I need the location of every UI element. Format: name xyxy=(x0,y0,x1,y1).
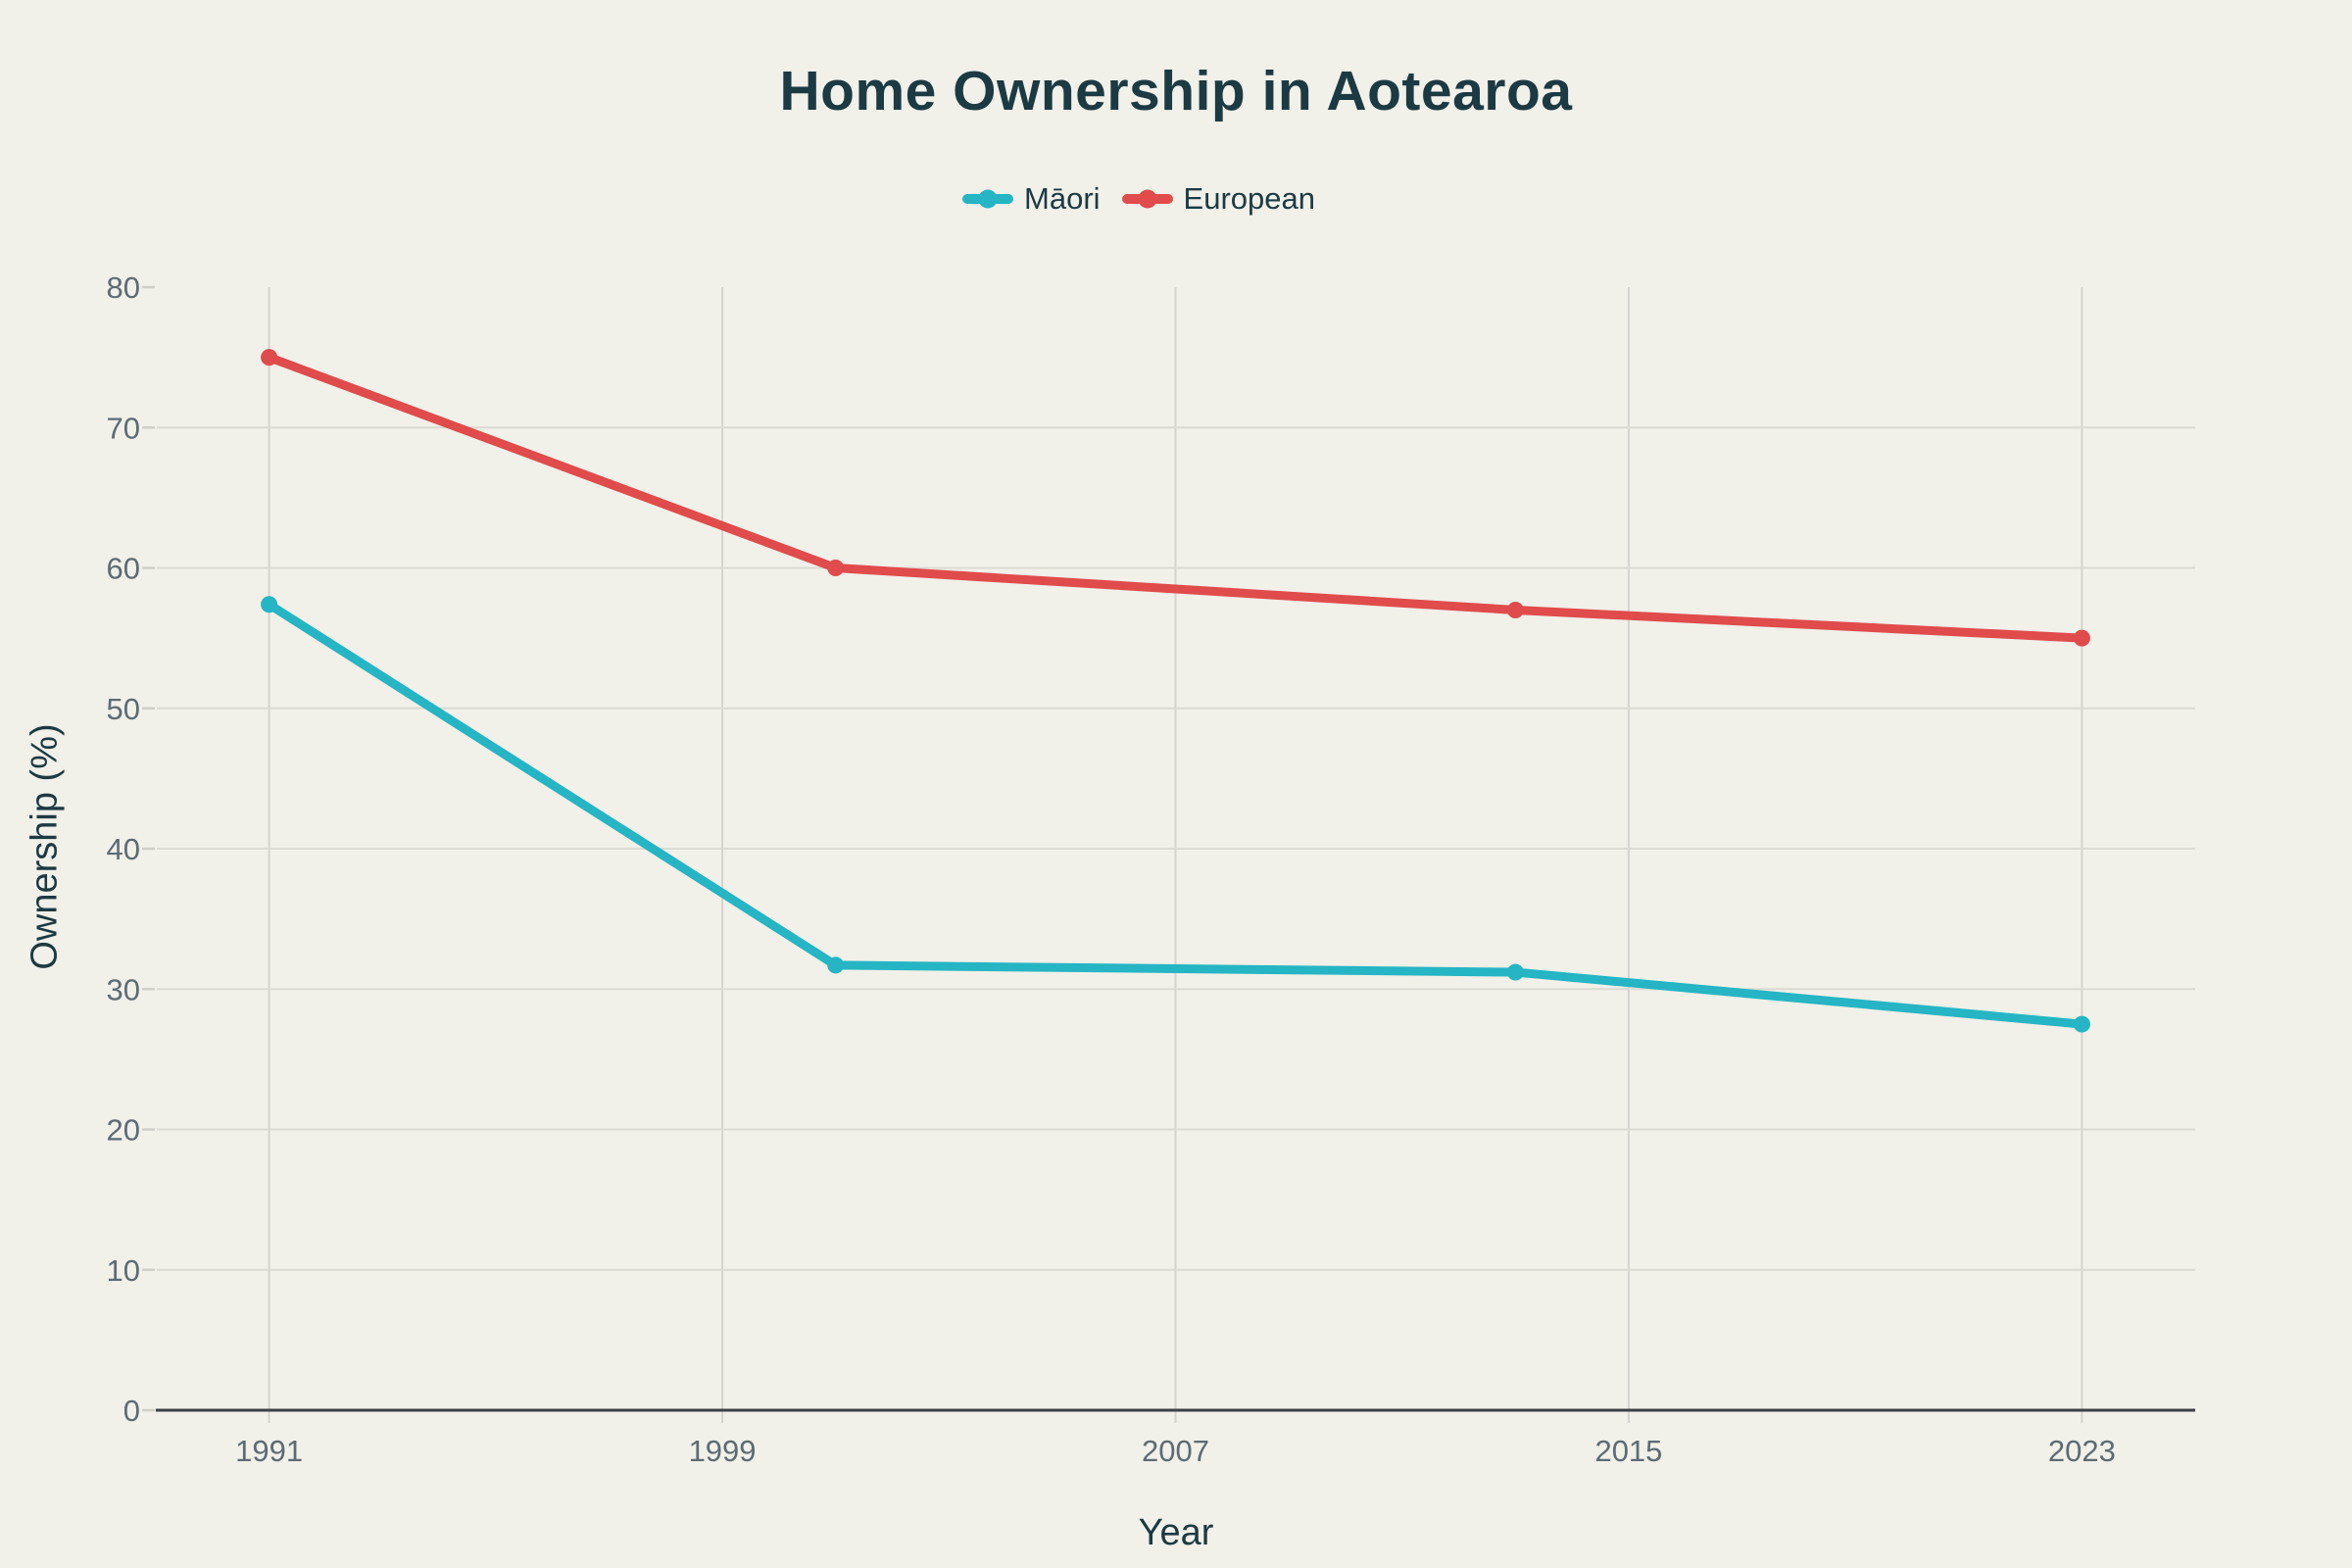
chart-title: Home Ownership in Aotearoa xyxy=(779,60,1573,122)
data-point-european xyxy=(261,349,278,367)
legend-swatch-maori xyxy=(962,189,1014,209)
legend-label-european: European xyxy=(1183,181,1315,216)
data-point-european xyxy=(827,560,845,576)
y-tick-label: 50 xyxy=(107,692,140,726)
x-tick-label: 2015 xyxy=(1594,1434,1662,1468)
data-point-maori xyxy=(1506,963,1524,981)
x-axis-title: Year xyxy=(1138,1512,1214,1553)
data-point-maori xyxy=(827,956,845,974)
legend-dot-icon xyxy=(1138,189,1157,209)
x-tick-label: 2007 xyxy=(1142,1434,1209,1468)
y-tick-label: 20 xyxy=(107,1113,140,1148)
x-tick-label: 1991 xyxy=(235,1434,303,1468)
data-point-european xyxy=(2073,629,2090,647)
legend-swatch-european xyxy=(1121,189,1173,209)
x-tick-label: 2023 xyxy=(2048,1434,2116,1468)
legend-item-european[interactable]: European xyxy=(1121,181,1315,217)
series-line-maori xyxy=(265,600,2086,1029)
data-point-maori xyxy=(2073,1015,2090,1033)
y-tick-label: 40 xyxy=(107,832,140,866)
legend-label-maori: Māori xyxy=(1024,181,1101,216)
y-tick-label: 70 xyxy=(107,411,140,445)
y-tick-label: 0 xyxy=(123,1394,140,1428)
series-line-european xyxy=(265,353,2086,643)
y-tick-label: 30 xyxy=(107,972,140,1006)
y-axis-title: Ownership (%) xyxy=(24,723,66,970)
data-point-european xyxy=(1506,601,1524,618)
data-point-maori xyxy=(261,596,278,613)
y-tick-label: 80 xyxy=(107,270,140,305)
x-tick-label: 1999 xyxy=(689,1434,757,1468)
legend-dot-icon xyxy=(978,189,998,209)
legend-item-maori[interactable]: Māori xyxy=(962,181,1101,217)
legend: Māori European xyxy=(0,174,2315,223)
y-tick-label: 10 xyxy=(107,1253,140,1288)
y-tick-label: 60 xyxy=(107,552,140,586)
